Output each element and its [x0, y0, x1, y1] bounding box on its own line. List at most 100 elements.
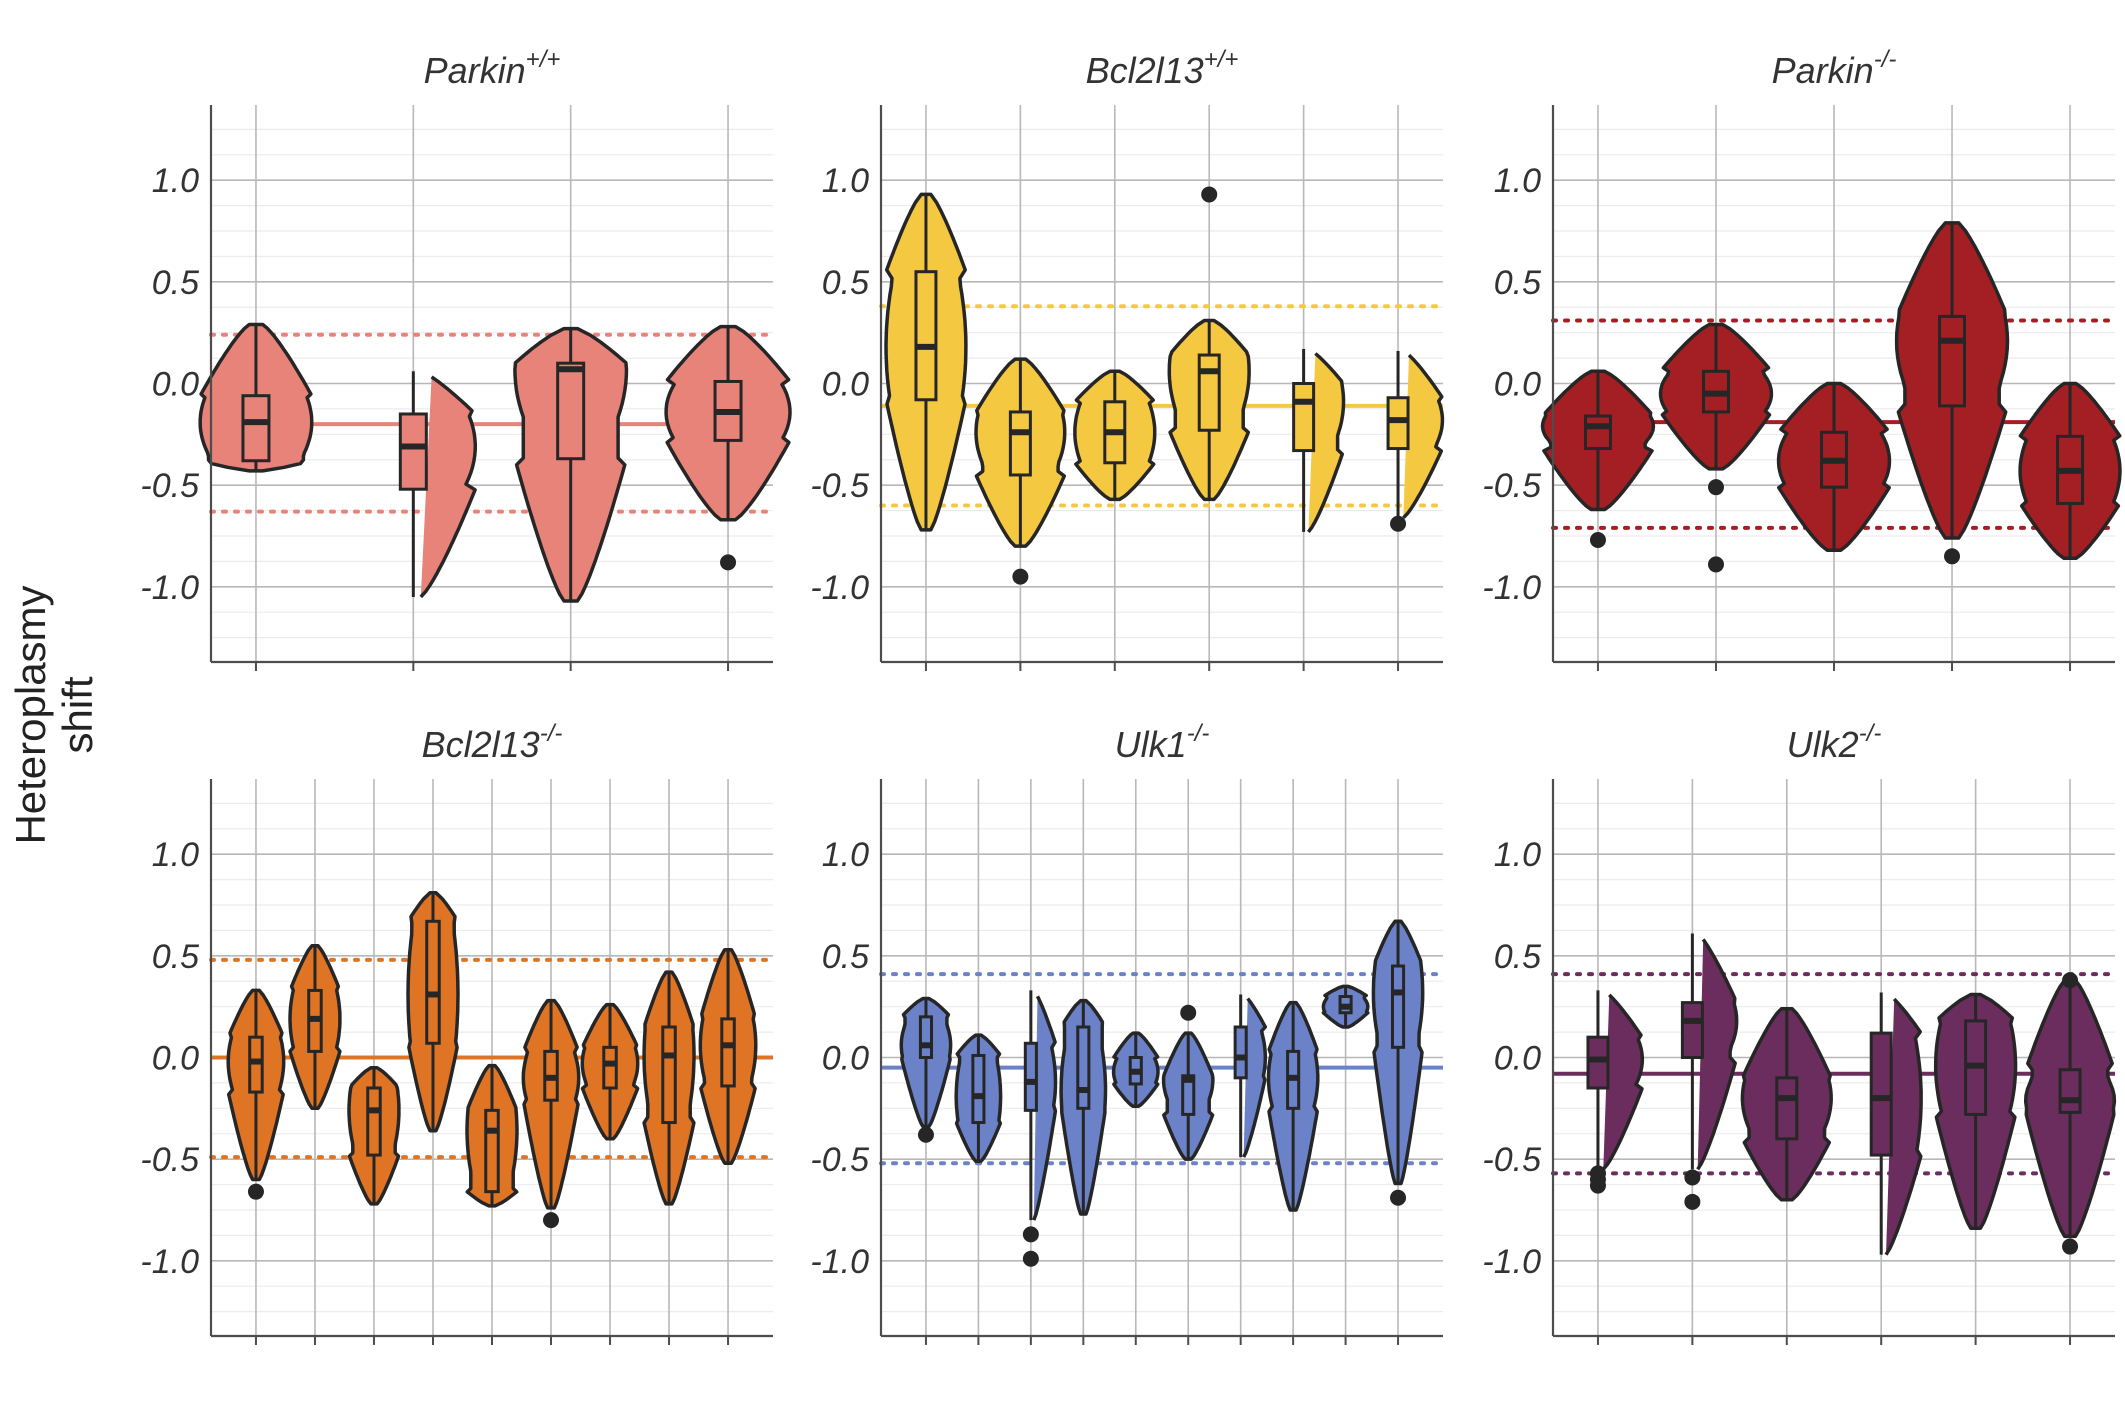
box-iqr [1181, 1074, 1196, 1116]
facet-panel: 1.0 0.5 0.0 -0.5 -1.0 Parkin+/+ [140, 46, 792, 671]
y-tick-label: -0.5 [810, 467, 869, 505]
y-axis-title-line-2: shift [54, 676, 101, 753]
box-iqr [914, 270, 938, 402]
y-tick-label: 0.0 [822, 366, 869, 404]
panel-title-gene: Parkin [424, 50, 526, 91]
panel-title-genotype: +/+ [526, 46, 561, 73]
violin-shape [1696, 938, 1739, 1171]
facet-panel: 1.0 0.5 0.0 -0.5 -1.0 Ulk2-/- [1482, 720, 2117, 1345]
outlier-point [543, 1212, 560, 1229]
y-tick-label: 1.0 [822, 162, 869, 200]
outlier-point [1589, 1177, 1606, 1194]
panel-title: Ulk1-/- [1115, 720, 1210, 765]
box-iqr [2058, 1068, 2082, 1114]
y-tick-label: -0.5 [1482, 1141, 1541, 1179]
box-iqr [1233, 1025, 1248, 1080]
violin-shape [1884, 997, 1923, 1256]
box-iqr [1938, 314, 1967, 408]
y-tick-label: 0.0 [152, 1040, 199, 1078]
outlier-point [720, 554, 737, 571]
y-tick-label: 0.0 [1494, 1040, 1541, 1078]
outlier-point [1707, 479, 1724, 496]
y-tick-label: 0.5 [1494, 938, 1541, 976]
facet-panels: 1.00.50.0-0.5-1.0Parkin+/+1.00.50.0-0.5-… [140, 46, 2122, 1345]
box-iqr [366, 1086, 382, 1157]
violin-shape [419, 375, 478, 599]
outlier-point [1390, 1189, 1407, 1206]
y-tick-label: -0.5 [1482, 467, 1541, 505]
violin-shape [1307, 352, 1346, 533]
outlier-point [1944, 548, 1961, 565]
panel-title: Parkin+/+ [424, 46, 561, 91]
outlier-point [1180, 1004, 1197, 1021]
panel-title: Bcl2l13-/- [422, 720, 563, 765]
outlier-point [2062, 1238, 2079, 1255]
box-iqr [425, 919, 441, 1045]
outlier-point [917, 1126, 934, 1143]
y-tick-label: -1.0 [140, 569, 199, 607]
violin-shape [1601, 993, 1645, 1171]
panel-title-gene: Ulk1 [1115, 724, 1187, 765]
facet-panel: 1.0 0.5 0.0 -0.5 -1.0 Ulk1-/- [810, 720, 1445, 1345]
y-tick-label: -1.0 [140, 1243, 199, 1281]
outlier-point [1201, 186, 1218, 203]
box-iqr [398, 412, 428, 491]
panel-title-gene: Bcl2l13 [422, 724, 540, 765]
y-tick-label: -1.0 [810, 1243, 869, 1281]
box-iqr [1076, 1025, 1091, 1110]
outlier-point [1707, 556, 1724, 573]
panel-title-genotype: -/- [540, 720, 563, 747]
box-iqr [918, 1015, 934, 1060]
y-tick-label: 0.0 [152, 366, 199, 404]
box-iqr [241, 394, 271, 463]
violin-shape [1242, 997, 1268, 1158]
panel-title: Parkin-/- [1772, 46, 1897, 91]
box-iqr [1386, 396, 1410, 451]
box-iqr [1775, 1076, 1799, 1141]
y-tick-label: 0.5 [1494, 264, 1541, 302]
y-tick-label: 0.5 [152, 264, 199, 302]
y-tick-label: 1.0 [152, 162, 199, 200]
box-iqr [602, 1045, 618, 1090]
y-tick-label: -0.5 [140, 1141, 199, 1179]
panel-title-gene: Parkin [1772, 50, 1874, 91]
y-tick-label: 1.0 [822, 836, 869, 874]
box-iqr [1197, 353, 1221, 432]
box-iqr [556, 361, 586, 461]
outlier-point [247, 1183, 264, 1200]
panel-title: Bcl2l13+/+ [1086, 46, 1239, 91]
y-axis-title-line-1: Heteroplasmy [7, 585, 54, 844]
outlier-point [1022, 1250, 1039, 1267]
y-tick-label: -0.5 [810, 1141, 869, 1179]
y-tick-label: 0.5 [152, 938, 199, 976]
panel-title-genotype: -/- [1859, 720, 1882, 747]
box-iqr [661, 1025, 677, 1125]
y-tick-label: 0.0 [822, 1040, 869, 1078]
y-tick-label: -1.0 [1482, 1243, 1541, 1281]
box-iqr [1023, 1041, 1038, 1112]
outlier-point [1012, 568, 1029, 585]
y-tick-label: 0.5 [822, 938, 869, 976]
box-iqr [971, 1053, 986, 1125]
box-iqr [1390, 964, 1406, 1049]
outlier-point [2062, 972, 2079, 989]
box-iqr [1869, 1031, 1893, 1157]
box-iqr [1680, 1001, 1704, 1060]
box-iqr [720, 1017, 736, 1088]
y-tick-label: 1.0 [1494, 162, 1541, 200]
panel-title-genotype: -/- [1874, 46, 1897, 73]
y-tick-label: 0.5 [822, 264, 869, 302]
y-tick-label: 0.0 [1494, 366, 1541, 404]
y-tick-label: -0.5 [140, 467, 199, 505]
outlier-point [1589, 532, 1606, 549]
facet-panel: 1.0 0.5 0.0 -0.5 -1.0 Bcl2l13-/- [140, 720, 775, 1345]
y-tick-label: 1.0 [1494, 836, 1541, 874]
box-iqr [1583, 414, 1612, 451]
y-tick-label: 1.0 [152, 836, 199, 874]
outlier-point [1684, 1169, 1701, 1186]
panel-title-genotype: -/- [1187, 720, 1210, 747]
violin-shape [1402, 353, 1445, 519]
facet-panel: 1.0 0.5 0.0 -0.5 -1.0 Bcl2l13+/+ [810, 46, 1445, 671]
outlier-point [1684, 1193, 1701, 1210]
